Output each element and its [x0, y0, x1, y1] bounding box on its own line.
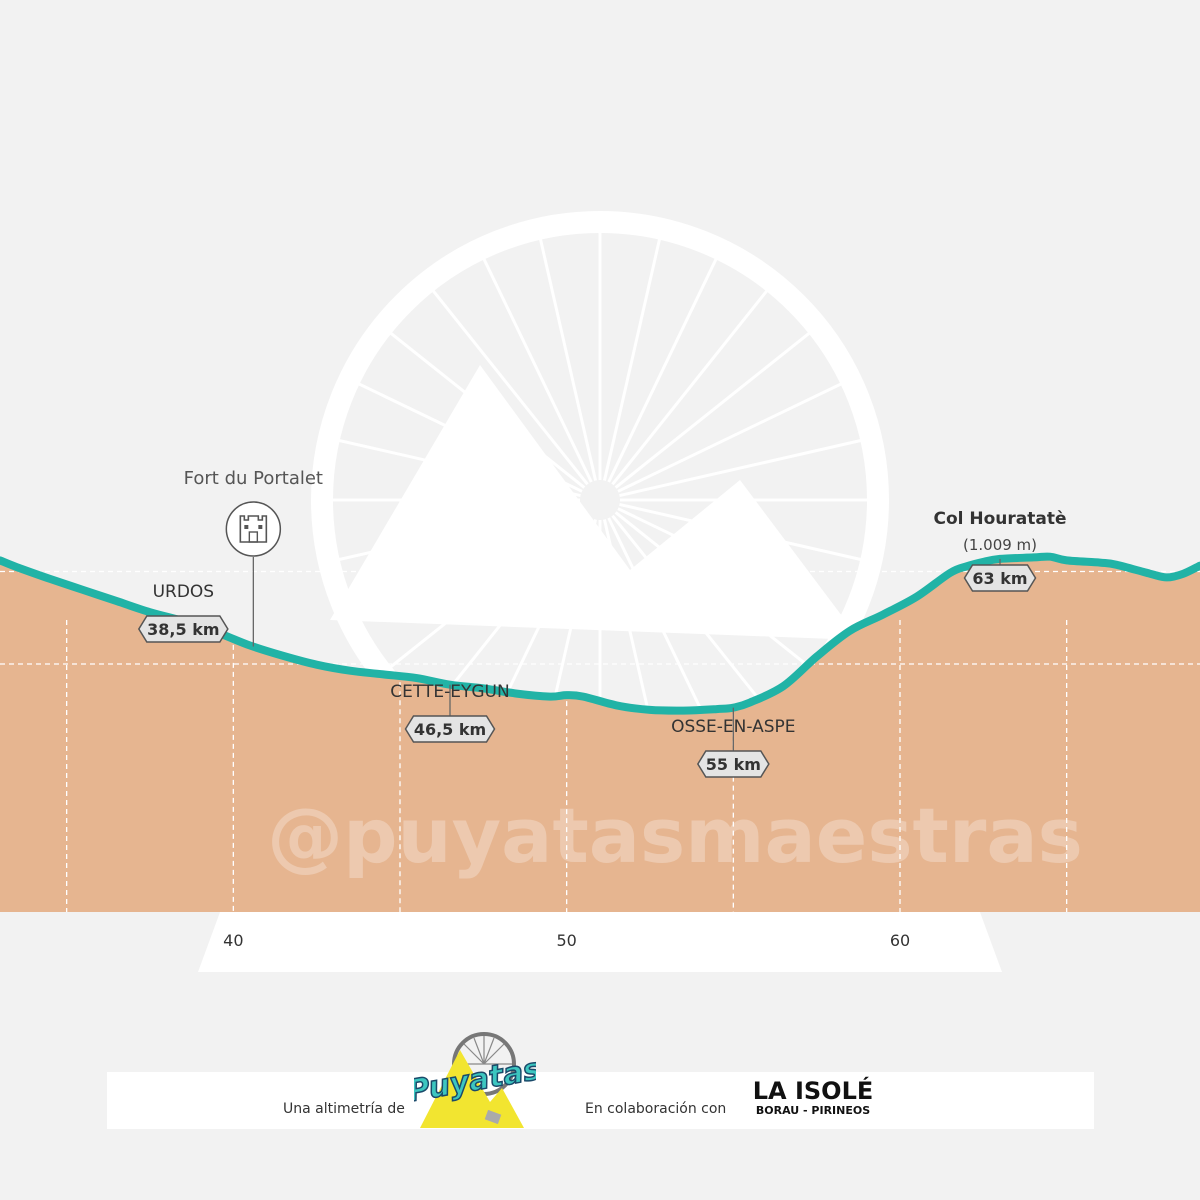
wheel-spoke — [482, 257, 593, 483]
point-elevation: (1.009 m) — [963, 536, 1037, 554]
km-badge-label: 38,5 km — [147, 620, 219, 639]
wheel-spoke — [538, 238, 598, 481]
watermark-text: @puyatasmaestras — [267, 791, 1083, 880]
wheel-spoke — [607, 257, 718, 483]
mountain-watermark-icon — [330, 365, 860, 640]
km-badge: 55 km — [696, 750, 770, 778]
point-annotations: 38,5 km URDOS Fort du Portalet 46,5 km CETTE… — [137, 468, 1067, 778]
km-badge: 46,5 km — [404, 715, 496, 743]
wheel-spoke — [602, 238, 662, 481]
wheel-spoke — [617, 382, 843, 493]
partner-line2: BORAU - PIRINEOS — [755, 1104, 871, 1117]
x-axis: 40 50 60 — [223, 931, 910, 950]
point-name: OSSE-EN-ASPE — [671, 717, 795, 737]
wheel-spoke — [614, 331, 811, 489]
footer-right-text: En colaboración con — [585, 1101, 727, 1117]
wheel-spoke — [431, 289, 589, 486]
x-tick-label: 60 — [890, 931, 910, 950]
partner-line1: LA ISOLÉ — [752, 1077, 874, 1105]
km-badge: 38,5 km — [137, 615, 229, 643]
km-badge: 63 km — [963, 564, 1037, 592]
footer-left-text: Una altimetría de — [283, 1101, 405, 1117]
km-badge-label: 46,5 km — [414, 720, 486, 739]
km-badge-label: 63 km — [972, 569, 1027, 588]
km-badge-label: 55 km — [706, 755, 761, 774]
wheel-spoke — [619, 438, 862, 498]
puyatas-logo: Puyatas — [414, 1032, 536, 1128]
point-name: URDOS — [153, 582, 215, 602]
footer-bar — [107, 1072, 1094, 1129]
x-tick-label: 40 — [223, 931, 243, 950]
point-name: Fort du Portalet — [184, 468, 323, 489]
profile-area — [0, 556, 1200, 912]
point-name: Col Houratatè — [933, 509, 1066, 529]
castle-icon — [225, 501, 282, 557]
point-name: CETTE-EYGUN — [390, 682, 509, 702]
x-tick-label: 50 — [556, 931, 576, 950]
la-isole-logo: LA ISOLÉ BORAU - PIRINEOS — [742, 1072, 884, 1129]
wheel-spoke — [611, 289, 769, 486]
